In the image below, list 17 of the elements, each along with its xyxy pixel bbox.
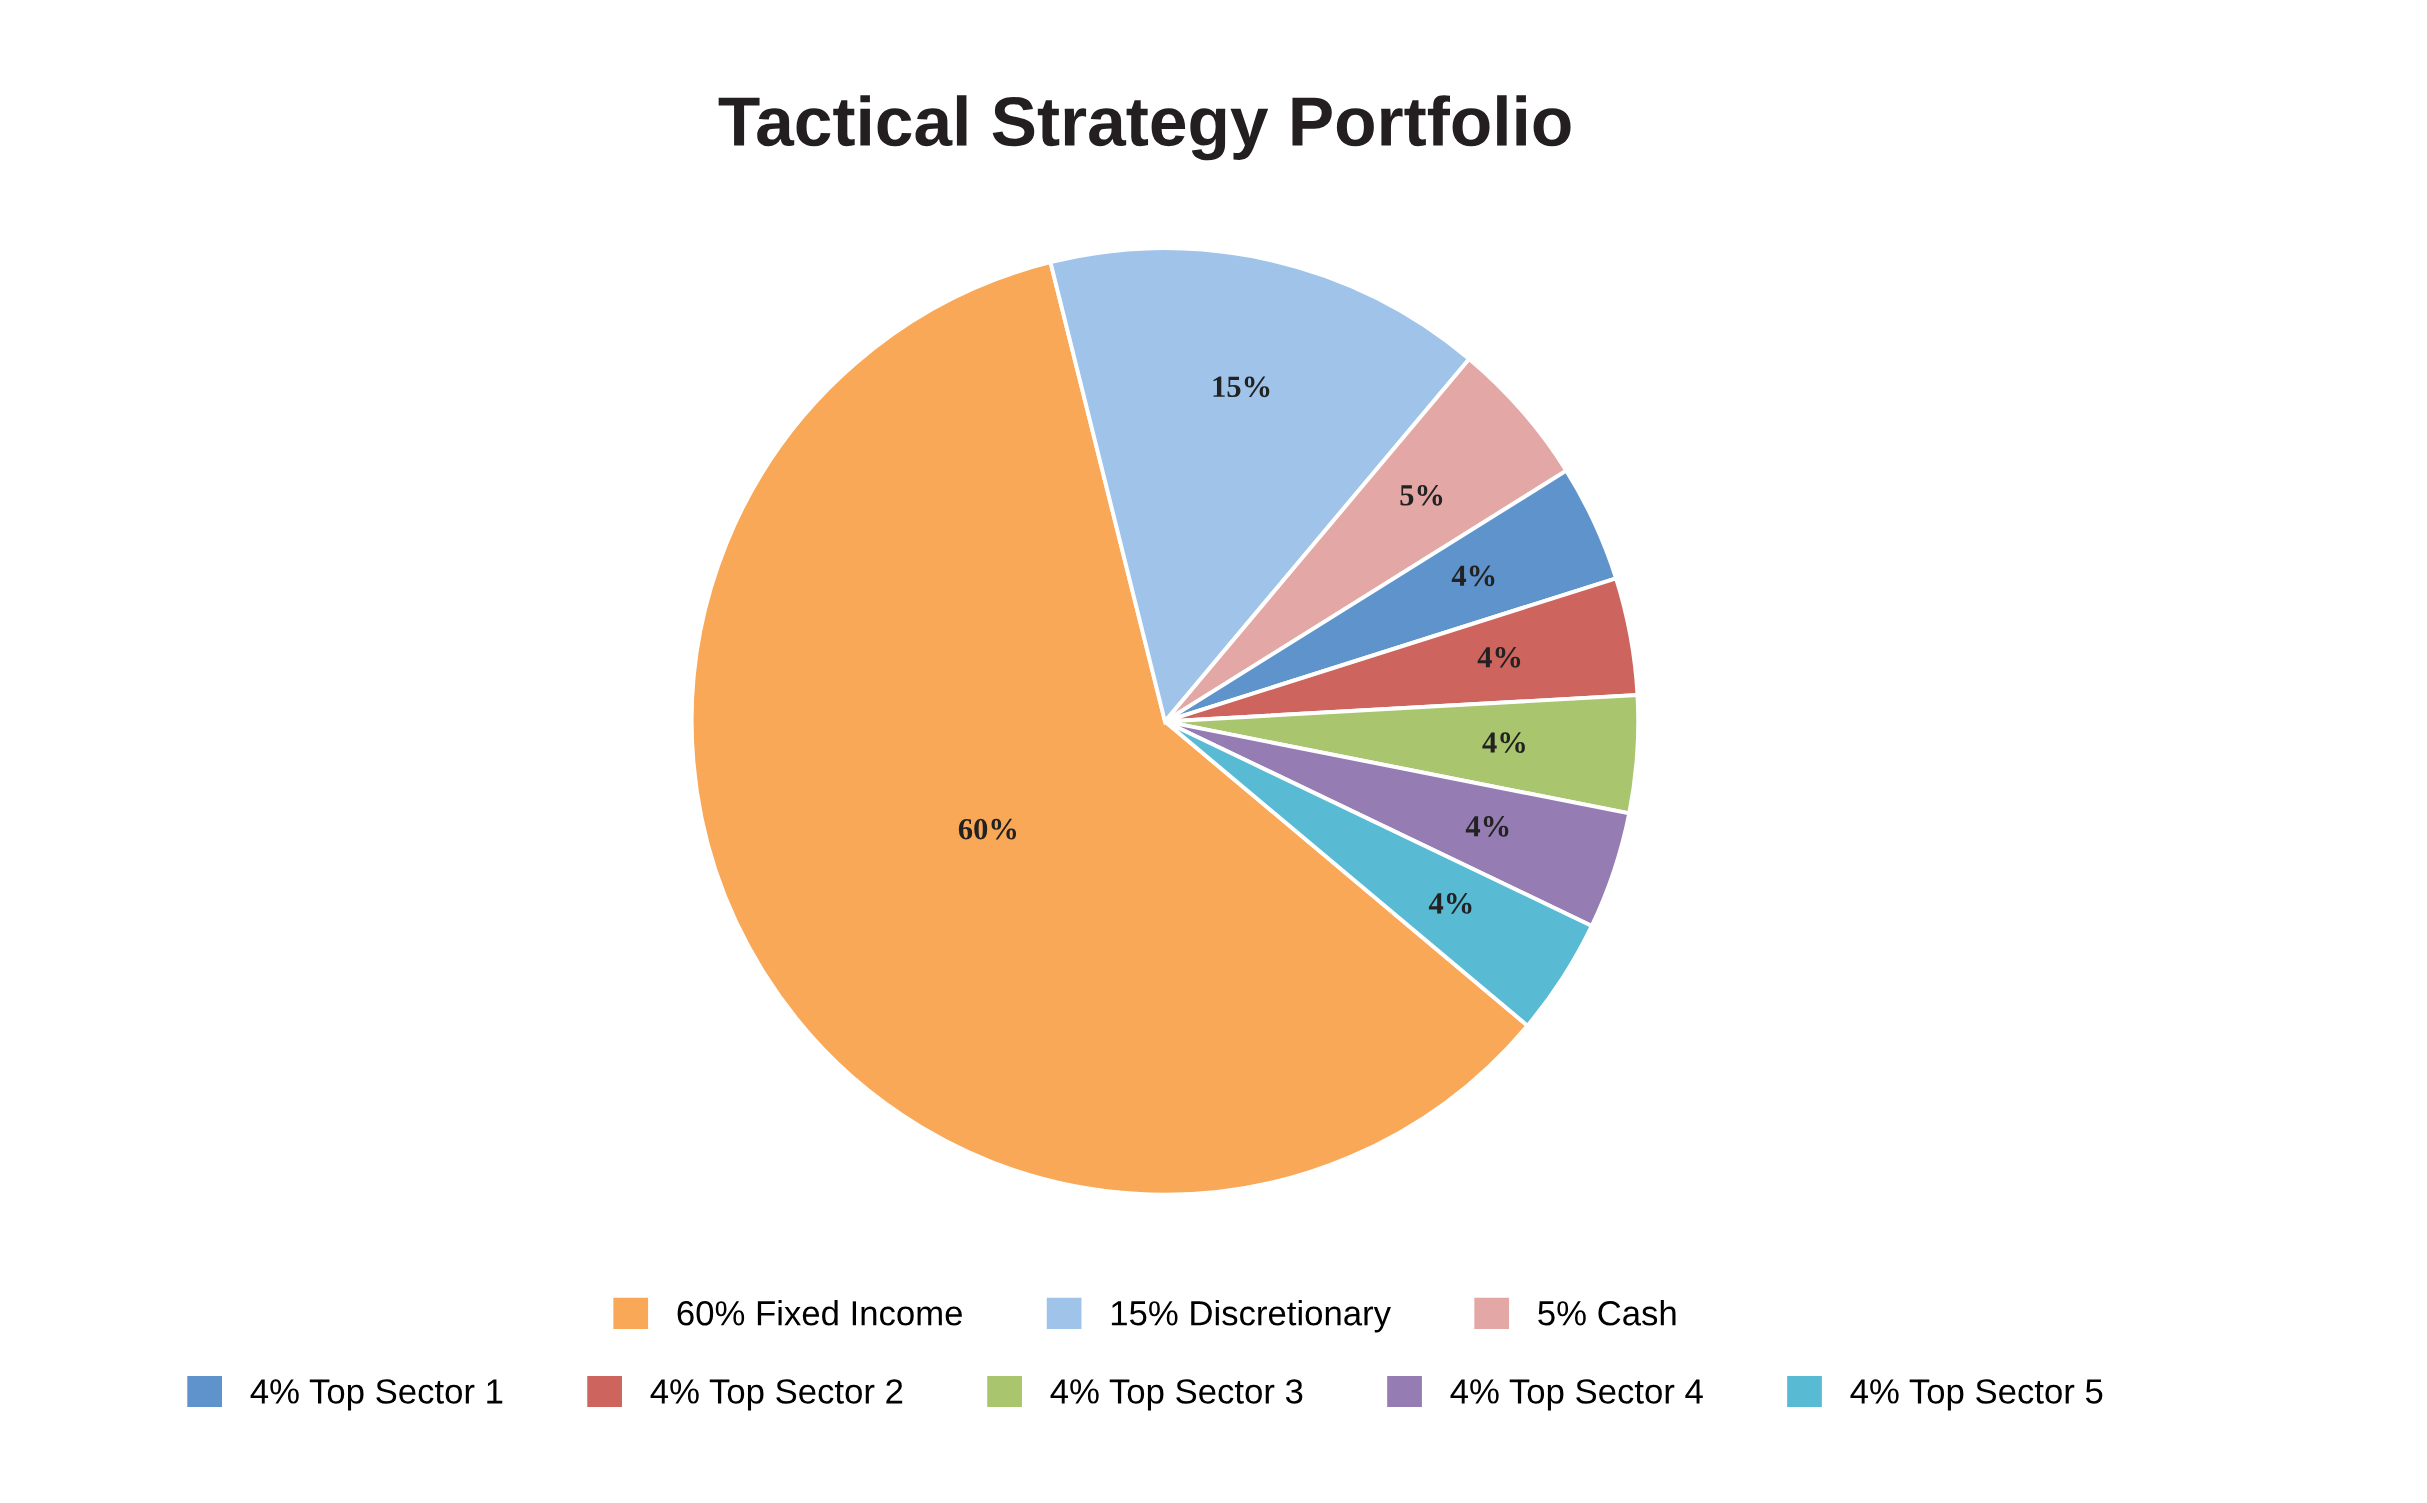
- data-label: 60%: [958, 818, 1017, 840]
- legend-label: 4% Top Sector 3: [1050, 1379, 1303, 1411]
- legend-label: 60% Fixed Income: [677, 1300, 962, 1326]
- legend-label: 4% Top Sector 1: [250, 1379, 503, 1411]
- data-label: 4%: [1477, 646, 1521, 668]
- data-label: 4%: [1451, 565, 1495, 587]
- data-label: 4%: [1428, 893, 1472, 914]
- legend-label: 5% Cash: [1538, 1300, 1676, 1326]
- data-label: 15%: [1213, 376, 1270, 398]
- chart-title: Tactical Strategy Portfolio: [718, 95, 1571, 161]
- legend-label: 15% Discretionary: [1111, 1300, 1391, 1333]
- data-label: 4%: [1465, 816, 1509, 837]
- legend-label: 4% Top Sector 5: [1850, 1379, 2103, 1411]
- data-label: 5%: [1400, 484, 1443, 506]
- legend-label: 4% Top Sector 2: [650, 1379, 903, 1411]
- data-label: 4%: [1482, 732, 1525, 753]
- legend-label: 4% Top Sector 4: [1450, 1379, 1703, 1411]
